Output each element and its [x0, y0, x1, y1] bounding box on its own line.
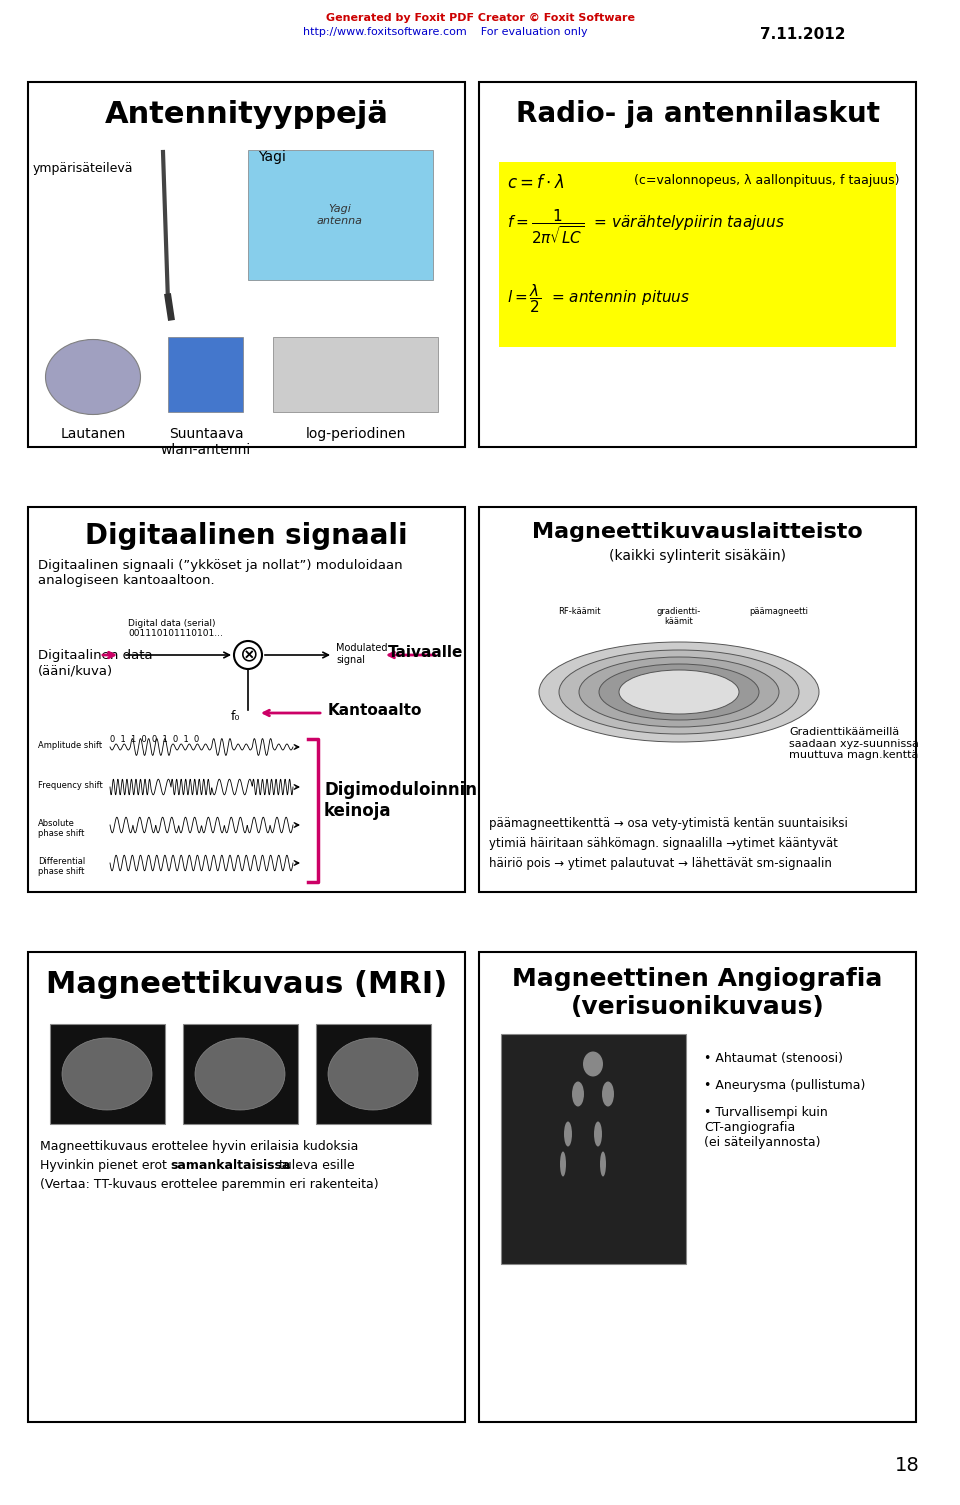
Text: Digitaalinen signaali: Digitaalinen signaali	[85, 522, 408, 549]
Text: Frequency shift: Frequency shift	[38, 781, 103, 790]
Text: 18: 18	[896, 1455, 920, 1475]
Text: ytimiä häiritaan sähkömagn. signaalilla →ytimet kääntyvät: ytimiä häiritaan sähkömagn. signaalilla …	[489, 837, 838, 850]
Text: Magneettikuvauslaitteisto: Magneettikuvauslaitteisto	[532, 522, 863, 542]
Ellipse shape	[619, 670, 739, 713]
Text: Digitaalinen signaali (”ykköset ja nollat”) moduloidaan
analogiseen kantoaaltoon: Digitaalinen signaali (”ykköset ja nolla…	[38, 558, 402, 587]
Ellipse shape	[583, 1052, 603, 1076]
Text: Differential
phase shift: Differential phase shift	[38, 856, 85, 876]
Text: Yagi: Yagi	[258, 150, 286, 164]
Text: samankaltaisissa: samankaltaisissa	[170, 1159, 290, 1172]
Ellipse shape	[45, 340, 140, 414]
Text: http://www.foxitsoftware.com    For evaluation only: http://www.foxitsoftware.com For evaluat…	[302, 27, 588, 38]
Text: f₀: f₀	[230, 710, 240, 722]
Ellipse shape	[560, 1151, 566, 1177]
Text: Digitaalinen data
(ääni/kuva): Digitaalinen data (ääni/kuva)	[38, 649, 153, 677]
FancyBboxPatch shape	[28, 81, 465, 447]
Text: Yagi
antenna: Yagi antenna	[317, 205, 363, 226]
FancyBboxPatch shape	[479, 81, 916, 447]
Text: Hyvinkin pienet erot: Hyvinkin pienet erot	[40, 1159, 171, 1172]
Text: Digimoduloinnin
keinoja: Digimoduloinnin keinoja	[324, 781, 477, 820]
Text: Suuntaava
wlan-antenni: Suuntaava wlan-antenni	[161, 427, 252, 458]
FancyBboxPatch shape	[501, 1034, 686, 1264]
FancyBboxPatch shape	[168, 337, 243, 412]
Text: Generated by Foxit PDF Creator © Foxit Software: Generated by Foxit PDF Creator © Foxit S…	[325, 14, 635, 23]
Text: Gradienttikäämeillä
saadaan xyz-suunnissa
muuttuva magn.kenttä: Gradienttikäämeillä saadaan xyz-suunniss…	[789, 727, 919, 760]
Ellipse shape	[572, 1082, 584, 1106]
Text: (c=valonnopeus, λ aallonpituus, f taajuus): (c=valonnopeus, λ aallonpituus, f taajuu…	[634, 175, 900, 187]
Text: Magneettikuvaus (MRI): Magneettikuvaus (MRI)	[46, 971, 447, 999]
Text: 0  1  1  0  0  1  0  1  0: 0 1 1 0 0 1 0 1 0	[110, 734, 200, 743]
Ellipse shape	[539, 643, 819, 742]
Text: Digital data (serial)
001110101110101...: Digital data (serial) 001110101110101...	[128, 619, 223, 638]
Text: $f = \dfrac{1}{2\pi\sqrt{LC}}$  = värähtelypiirin taajuus: $f = \dfrac{1}{2\pi\sqrt{LC}}$ = värähte…	[507, 208, 785, 245]
FancyBboxPatch shape	[28, 507, 465, 892]
FancyBboxPatch shape	[183, 1023, 298, 1124]
Text: päämagneettikenttä → osa vety-ytimistä kentän suuntaisiksi: päämagneettikenttä → osa vety-ytimistä k…	[489, 817, 848, 829]
Text: 7.11.2012: 7.11.2012	[760, 27, 846, 42]
Ellipse shape	[328, 1038, 418, 1111]
Text: Amplitude shift: Amplitude shift	[38, 740, 102, 749]
Text: • Turvallisempi kuin
CT-angiografia
(ei säteilyannosta): • Turvallisempi kuin CT-angiografia (ei …	[704, 1106, 828, 1148]
FancyBboxPatch shape	[316, 1023, 431, 1124]
Text: RF-käämit: RF-käämit	[558, 607, 600, 616]
Text: log-periodinen: log-periodinen	[306, 427, 406, 441]
FancyBboxPatch shape	[248, 150, 433, 280]
Text: • Ahtaumat (stenoosi): • Ahtaumat (stenoosi)	[704, 1052, 843, 1066]
Text: • Aneurysma (pullistuma): • Aneurysma (pullistuma)	[704, 1079, 865, 1093]
Text: $c = f \cdot \lambda$: $c = f \cdot \lambda$	[507, 175, 564, 193]
Text: häiriö pois → ytimet palautuvat → lähettävät sm-signaalin: häiriö pois → ytimet palautuvat → lähett…	[489, 856, 832, 870]
Text: (Vertaa: TT-kuvaus erottelee paremmin eri rakenteita): (Vertaa: TT-kuvaus erottelee paremmin er…	[40, 1178, 378, 1190]
Text: ympärisäteilevä: ympärisäteilevä	[33, 163, 133, 175]
Text: Magneettinen Angiografia
(verisuonikuvaus): Magneettinen Angiografia (verisuonikuvau…	[513, 968, 882, 1019]
Ellipse shape	[559, 650, 799, 734]
Ellipse shape	[62, 1038, 152, 1111]
FancyBboxPatch shape	[28, 953, 465, 1422]
Text: Lautanen: Lautanen	[60, 427, 126, 441]
FancyBboxPatch shape	[499, 163, 896, 348]
Text: tuleva esille: tuleva esille	[275, 1159, 354, 1172]
FancyBboxPatch shape	[479, 953, 916, 1422]
Ellipse shape	[599, 664, 759, 719]
Text: päämagneetti: päämagneetti	[750, 607, 808, 616]
Ellipse shape	[564, 1121, 572, 1147]
Ellipse shape	[602, 1082, 614, 1106]
Text: Antennityyppejä: Antennityyppejä	[105, 99, 389, 129]
Ellipse shape	[579, 658, 779, 727]
FancyBboxPatch shape	[479, 507, 916, 892]
Text: Radio- ja antennilaskut: Radio- ja antennilaskut	[516, 99, 879, 128]
Ellipse shape	[594, 1121, 602, 1147]
Ellipse shape	[195, 1038, 285, 1111]
FancyBboxPatch shape	[273, 337, 438, 412]
Ellipse shape	[600, 1151, 606, 1177]
Text: (kaikki sylinterit sisäkäin): (kaikki sylinterit sisäkäin)	[609, 549, 786, 563]
Text: Modulated
signal: Modulated signal	[336, 643, 388, 665]
Text: Magneettikuvaus erottelee hyvin erilaisia kudoksia: Magneettikuvaus erottelee hyvin erilaisi…	[40, 1139, 358, 1153]
Text: Taivaalle: Taivaalle	[388, 646, 464, 661]
Text: gradientti-
käämit: gradientti- käämit	[657, 607, 701, 626]
Text: $l = \dfrac{\lambda}{2}$  = antennin pituus: $l = \dfrac{\lambda}{2}$ = antennin pitu…	[507, 281, 690, 315]
FancyBboxPatch shape	[50, 1023, 165, 1124]
Text: Kantoaalto: Kantoaalto	[328, 703, 422, 718]
Text: Absolute
phase shift: Absolute phase shift	[38, 819, 84, 838]
Text: $\otimes$: $\otimes$	[239, 646, 257, 665]
